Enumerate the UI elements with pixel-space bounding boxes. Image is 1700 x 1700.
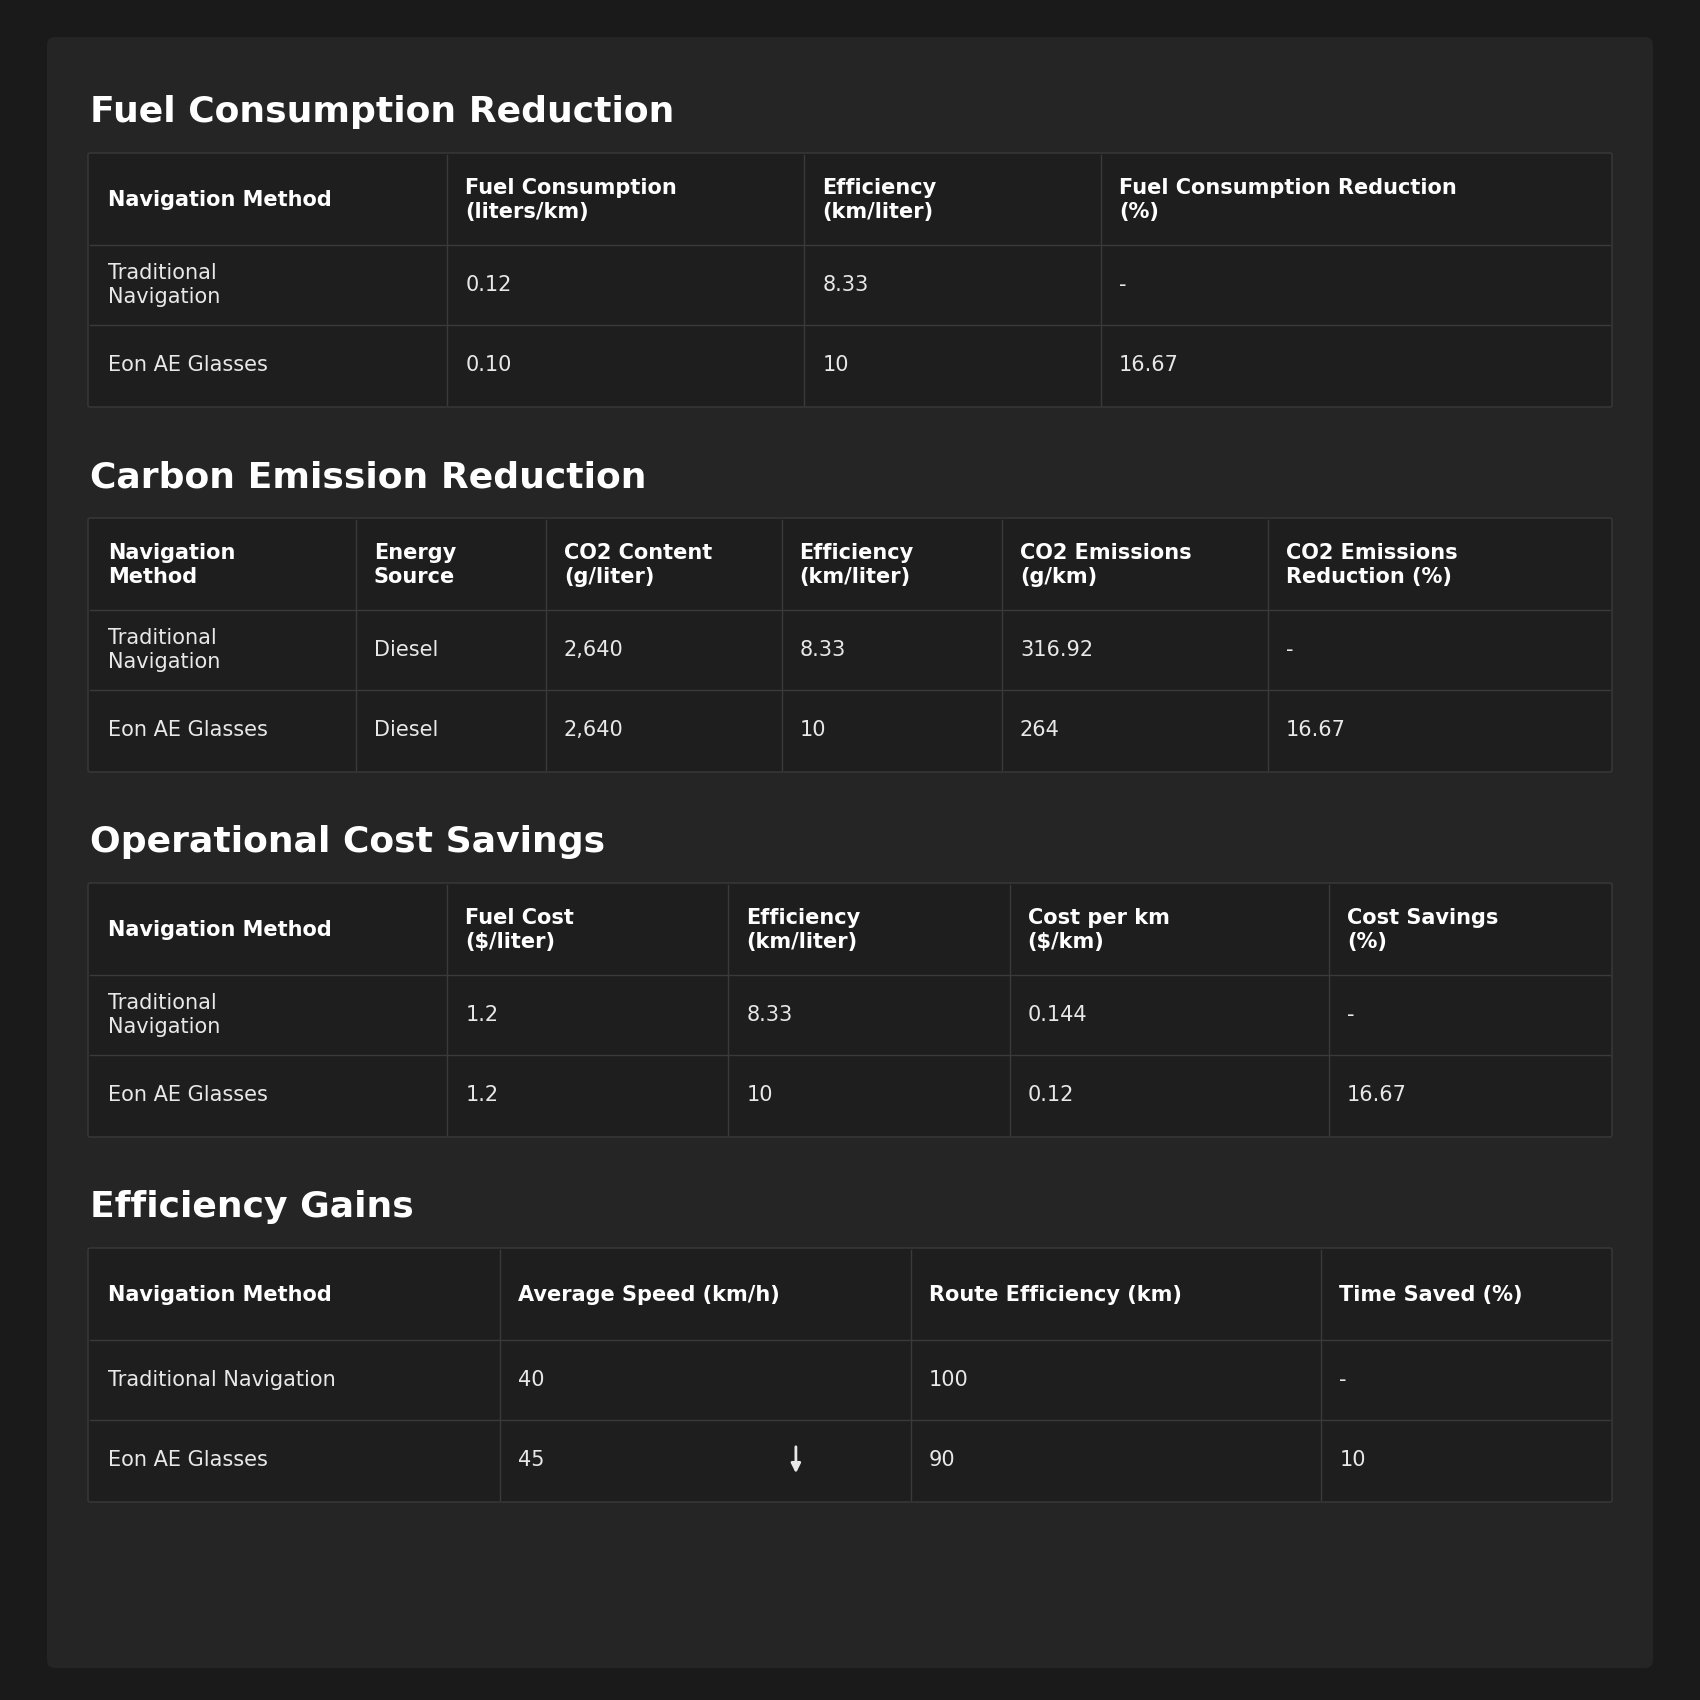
Text: Operational Cost Savings: Operational Cost Savings [90, 824, 605, 858]
Text: Cost Savings
(%): Cost Savings (%) [1346, 908, 1498, 952]
Text: Route Efficiency (km): Route Efficiency (km) [928, 1285, 1182, 1306]
FancyBboxPatch shape [88, 1248, 1612, 1503]
Text: Traditional
Navigation: Traditional Navigation [109, 629, 221, 672]
Text: Traditional Navigation: Traditional Navigation [109, 1370, 335, 1391]
Text: 316.92: 316.92 [1020, 639, 1093, 660]
Text: -: - [1285, 639, 1294, 660]
Text: 16.67: 16.67 [1119, 355, 1178, 376]
Text: 8.33: 8.33 [799, 639, 847, 660]
Text: Navigation Method: Navigation Method [109, 1285, 332, 1306]
Text: Diesel: Diesel [374, 721, 439, 740]
Text: 1.2: 1.2 [466, 1085, 498, 1105]
Text: Efficiency
(km/liter): Efficiency (km/liter) [823, 178, 937, 221]
Text: -: - [1340, 1370, 1346, 1391]
Text: Cost per km
($/km): Cost per km ($/km) [1027, 908, 1170, 952]
Text: 40: 40 [518, 1370, 546, 1391]
Text: CO2 Emissions
(g/km): CO2 Emissions (g/km) [1020, 544, 1192, 586]
Text: CO2 Content
(g/liter): CO2 Content (g/liter) [564, 544, 712, 586]
Text: Average Speed (km/h): Average Speed (km/h) [518, 1285, 780, 1306]
Text: 10: 10 [1340, 1450, 1365, 1470]
Text: -: - [1119, 275, 1127, 296]
FancyBboxPatch shape [88, 518, 1612, 772]
Text: Fuel Consumption
(liters/km): Fuel Consumption (liters/km) [466, 178, 677, 221]
Text: Energy
Source: Energy Source [374, 544, 456, 586]
Text: 0.10: 0.10 [466, 355, 512, 376]
Text: Eon AE Glasses: Eon AE Glasses [109, 721, 269, 740]
Text: Carbon Emission Reduction: Carbon Emission Reduction [90, 461, 646, 495]
Text: Efficiency Gains: Efficiency Gains [90, 1190, 413, 1224]
Text: Time Saved (%): Time Saved (%) [1340, 1285, 1523, 1306]
Text: 0.12: 0.12 [1027, 1085, 1074, 1105]
Text: -: - [1346, 1005, 1355, 1025]
Text: 100: 100 [928, 1370, 969, 1391]
Text: Efficiency
(km/liter): Efficiency (km/liter) [746, 908, 860, 952]
Text: 10: 10 [746, 1085, 774, 1105]
Text: 90: 90 [928, 1450, 955, 1470]
Text: 45: 45 [518, 1450, 546, 1470]
Text: 0.144: 0.144 [1027, 1005, 1088, 1025]
Text: 0.12: 0.12 [466, 275, 512, 296]
Text: CO2 Emissions
Reduction (%): CO2 Emissions Reduction (%) [1285, 544, 1457, 586]
Text: 264: 264 [1020, 721, 1059, 740]
Text: Traditional
Navigation: Traditional Navigation [109, 993, 221, 1037]
FancyBboxPatch shape [48, 37, 1652, 1668]
Text: Diesel: Diesel [374, 639, 439, 660]
Text: 16.67: 16.67 [1346, 1085, 1406, 1105]
Text: 8.33: 8.33 [746, 1005, 792, 1025]
Text: 10: 10 [799, 721, 826, 740]
FancyBboxPatch shape [88, 882, 1612, 1137]
Text: 8.33: 8.33 [823, 275, 869, 296]
Text: 2,640: 2,640 [564, 721, 624, 740]
Text: 16.67: 16.67 [1285, 721, 1346, 740]
Text: Navigation Method: Navigation Method [109, 920, 332, 940]
Text: Fuel Consumption Reduction: Fuel Consumption Reduction [90, 95, 675, 129]
Text: Traditional
Navigation: Traditional Navigation [109, 264, 221, 306]
Text: Eon AE Glasses: Eon AE Glasses [109, 355, 269, 376]
Text: Navigation Method: Navigation Method [109, 190, 332, 211]
Text: 2,640: 2,640 [564, 639, 624, 660]
Text: Fuel Consumption Reduction
(%): Fuel Consumption Reduction (%) [1119, 178, 1457, 221]
Text: Eon AE Glasses: Eon AE Glasses [109, 1450, 269, 1470]
FancyBboxPatch shape [88, 153, 1612, 406]
Text: 10: 10 [823, 355, 848, 376]
Text: Efficiency
(km/liter): Efficiency (km/liter) [799, 544, 915, 586]
Text: 1.2: 1.2 [466, 1005, 498, 1025]
Text: Eon AE Glasses: Eon AE Glasses [109, 1085, 269, 1105]
Text: Fuel Cost
($/liter): Fuel Cost ($/liter) [466, 908, 575, 952]
Text: Navigation
Method: Navigation Method [109, 544, 235, 586]
